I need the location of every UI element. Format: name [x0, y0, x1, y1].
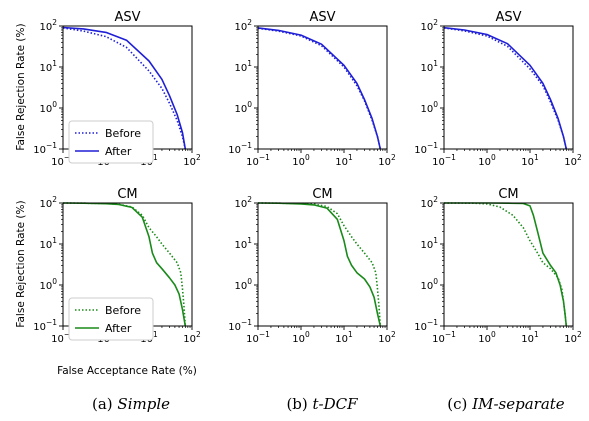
panel-title: CM	[312, 187, 332, 202]
caption-b: (b) t-DCF	[224, 395, 420, 413]
panel-title: ASV	[114, 10, 140, 25]
plot-frame	[444, 203, 573, 326]
y-tick-label: 102	[420, 18, 438, 33]
series-line-before	[444, 203, 566, 326]
legend-label-before: Before	[105, 304, 141, 317]
caption-b-name: t-DCF	[313, 395, 358, 413]
x-tick-label: 100	[292, 330, 310, 345]
y-tick-label: 101	[420, 59, 438, 74]
y-tick-label: 100	[420, 100, 438, 115]
x-tick-label: 102	[378, 330, 396, 345]
x-tick-label: 102	[564, 153, 582, 168]
y-axis-label-top: False Rejection Rate (%)	[15, 23, 27, 150]
y-tick-label: 100	[234, 100, 252, 115]
x-tick-label: 102	[564, 330, 582, 345]
caption-c-label: (c)	[447, 395, 467, 413]
panel-6: CM 10−110−1 100 100 101 101 102 102	[414, 187, 582, 345]
y-tick-label: 102	[234, 195, 252, 210]
y-tick-label: 101	[234, 59, 252, 74]
caption-a-label: (a)	[92, 395, 113, 413]
x-tick-label: 10−1	[432, 153, 456, 168]
x-tick-label: 100	[292, 153, 310, 168]
x-tick-label: 100	[478, 153, 496, 168]
y-tick-label: 10−1	[228, 318, 252, 333]
caption-b-label: (b)	[286, 395, 307, 413]
caption-c-name: IM-separate	[472, 395, 565, 413]
y-tick-label: 101	[39, 236, 57, 251]
y-tick-label: 10−1	[33, 318, 57, 333]
series-line-before	[258, 203, 380, 326]
x-tick-label: 100	[478, 330, 496, 345]
y-tick-label: 102	[39, 18, 57, 33]
panel-title: ASV	[495, 10, 521, 25]
x-axis-label: False Acceptance Rate (%)	[57, 365, 197, 377]
panel-title: ASV	[309, 10, 335, 25]
caption-a-name: Simple	[117, 395, 170, 413]
legend-label-before: Before	[105, 127, 141, 140]
y-tick-label: 101	[420, 236, 438, 251]
legend-label-after: After	[105, 322, 132, 335]
y-tick-label: 102	[420, 195, 438, 210]
series-line-before	[258, 28, 380, 149]
caption-a: (a) Simple	[33, 395, 229, 413]
panel-2: ASV 10−110−1 100 100 101 101 102 102	[228, 10, 396, 168]
y-tick-label: 10−1	[33, 141, 57, 156]
y-tick-label: 100	[39, 277, 57, 292]
y-tick-label: 100	[39, 100, 57, 115]
series-line-before	[444, 28, 566, 149]
series-line-after	[258, 28, 380, 149]
caption-c: (c) IM-separate	[408, 395, 589, 413]
x-tick-label: 101	[335, 153, 353, 168]
series-line-after	[258, 203, 380, 326]
x-tick-label: 101	[521, 330, 539, 345]
x-tick-label: 102	[183, 153, 201, 168]
panel-5: CM 10−110−1 100 100 101 101 102 102	[228, 187, 396, 345]
x-tick-label: 102	[183, 330, 201, 345]
y-tick-label: 10−1	[414, 141, 438, 156]
y-tick-label: 101	[39, 59, 57, 74]
x-tick-label: 102	[378, 153, 396, 168]
panel-3: ASV 10−110−1 100 100 101 101 102 102	[414, 10, 582, 168]
panel-title: CM	[498, 187, 518, 202]
y-axis-label-bottom: False Rejection Rate (%)	[15, 200, 27, 327]
y-tick-label: 102	[39, 195, 57, 210]
x-tick-label: 101	[521, 153, 539, 168]
x-tick-label: 10−1	[246, 330, 270, 345]
x-tick-label: 101	[335, 330, 353, 345]
y-tick-label: 100	[234, 277, 252, 292]
y-tick-label: 10−1	[228, 141, 252, 156]
x-tick-label: 10−1	[432, 330, 456, 345]
plot-frame	[258, 203, 387, 326]
y-tick-label: 101	[234, 236, 252, 251]
series-line-after	[444, 203, 566, 326]
legend-label-after: After	[105, 145, 132, 158]
y-tick-label: 10−1	[414, 318, 438, 333]
x-tick-label: 10−1	[246, 153, 270, 168]
y-tick-label: 102	[234, 18, 252, 33]
panel-title: CM	[117, 187, 137, 202]
y-tick-label: 100	[420, 277, 438, 292]
